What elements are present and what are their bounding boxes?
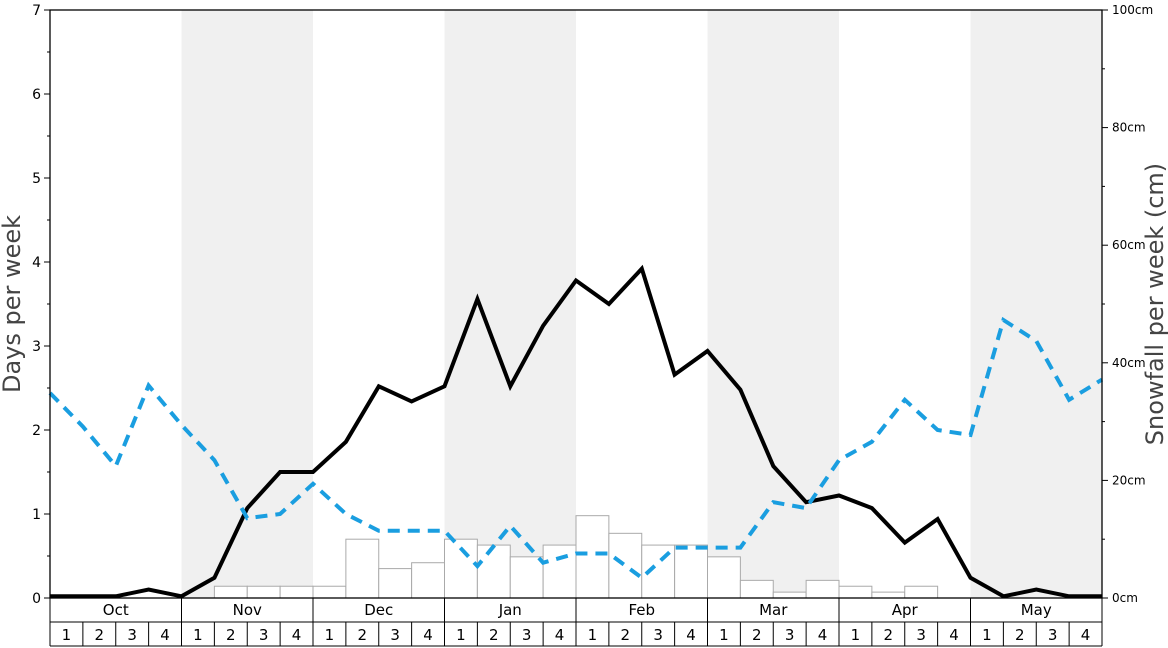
month-band: [970, 10, 1102, 598]
series-lines: [48, 264, 1104, 599]
x-axis-table: Oct 1 2 3 4 Nov 1 2 3 4 Dec 1 2 3 4 Jan 1 2 3 4 Feb 1 2 3 4 Mar 1 2…: [49, 598, 1103, 647]
month-label: Feb: [628, 601, 655, 619]
week-label: 4: [1081, 626, 1091, 644]
snowfall-bar: [838, 585, 873, 599]
week-label: 3: [653, 626, 663, 644]
week-label: 3: [127, 626, 137, 644]
month-label: Nov: [233, 601, 262, 619]
y-tick-label: 2: [32, 423, 41, 439]
week-label: 1: [588, 626, 598, 644]
solid-series-line: [50, 264, 1102, 599]
month-label: Dec: [364, 601, 393, 619]
snowfall-bar: [739, 579, 774, 599]
week-label: 4: [818, 626, 828, 644]
month-label: Mar: [759, 601, 788, 619]
snowfall-bar: [904, 585, 939, 599]
week-label: 2: [621, 626, 631, 644]
snowfall-bar: [871, 591, 906, 599]
y2-tick-label: 100cm: [1112, 3, 1153, 17]
week-label: 1: [851, 626, 861, 644]
month-bands: [181, 10, 1102, 598]
snowfall-bar: [575, 515, 610, 599]
week-label: 4: [423, 626, 433, 644]
week-label: 2: [95, 626, 105, 644]
snowfall-bar: [378, 568, 413, 599]
week-label: 3: [259, 626, 269, 644]
y2-tick-label: 0cm: [1112, 591, 1138, 605]
y2-tick-label: 40cm: [1112, 356, 1146, 370]
month-label: Jan: [498, 601, 522, 619]
y-tick-label: 1: [32, 507, 41, 523]
snowfall-bar: [246, 585, 281, 599]
week-label: 4: [686, 626, 696, 644]
month-band: [707, 10, 839, 598]
y-tick-label: 5: [32, 171, 41, 187]
week-label: 2: [489, 626, 499, 644]
week-label: 3: [1048, 626, 1058, 644]
snowfall-bar: [345, 538, 380, 599]
week-label: 4: [292, 626, 302, 644]
week-label: 1: [982, 626, 992, 644]
week-label: 3: [522, 626, 532, 644]
y-tick-label: 4: [32, 255, 41, 271]
right-y-ticks: 0cm 20cm 40cm 60cm 80cm 100cm: [1102, 3, 1153, 605]
month-label: May: [1021, 601, 1052, 619]
y-tick-label: 7: [32, 3, 41, 19]
right-y-axis-title: Snowfall per week (cm): [1141, 163, 1168, 445]
snowfall-bar: [312, 585, 347, 599]
month-label: Apr: [892, 601, 919, 619]
week-label: 2: [226, 626, 236, 644]
week-label: 4: [160, 626, 170, 644]
week-label: 4: [555, 626, 565, 644]
dashed-series-line: [48, 316, 1104, 581]
snowfall-bar: [476, 544, 511, 599]
left-y-axis-title: Days per week: [0, 215, 26, 393]
week-label: 1: [456, 626, 466, 644]
snowfall-bar: [279, 585, 314, 599]
snowfall-bar: [213, 585, 248, 599]
week-label: 1: [62, 626, 72, 644]
week-label: 3: [785, 626, 795, 644]
y2-tick-label: 60cm: [1112, 238, 1146, 252]
snowfall-bar: [805, 579, 840, 599]
y2-tick-label: 20cm: [1112, 473, 1146, 487]
week-label: 1: [193, 626, 203, 644]
month-band: [444, 10, 576, 598]
month-label: Oct: [103, 601, 129, 619]
week-label: 2: [358, 626, 368, 644]
snowfall-bar: [608, 532, 643, 599]
y-tick-label: 3: [32, 339, 41, 355]
left-y-ticks: 0 1 2 3 4 5 6 7: [32, 3, 50, 607]
week-label: 4: [949, 626, 959, 644]
month-band: [181, 10, 313, 598]
snowfall-bar: [542, 544, 577, 599]
y-tick-label: 6: [32, 87, 41, 103]
week-label: 3: [916, 626, 926, 644]
week-label: 1: [325, 626, 335, 644]
y-tick-label: 0: [32, 591, 41, 607]
week-label: 2: [752, 626, 762, 644]
snowfall-bar: [674, 544, 708, 599]
y2-tick-label: 80cm: [1112, 121, 1146, 135]
week-label: 3: [390, 626, 400, 644]
week-label: 2: [1015, 626, 1025, 644]
snowfall-bar: [509, 556, 544, 599]
snowfall-bar: [411, 562, 445, 599]
snowfall-bar: [772, 591, 807, 599]
snowfall-bar: [707, 556, 741, 599]
week-label: 2: [884, 626, 894, 644]
snowfall-bars: [213, 515, 939, 599]
week-label: 1: [719, 626, 729, 644]
